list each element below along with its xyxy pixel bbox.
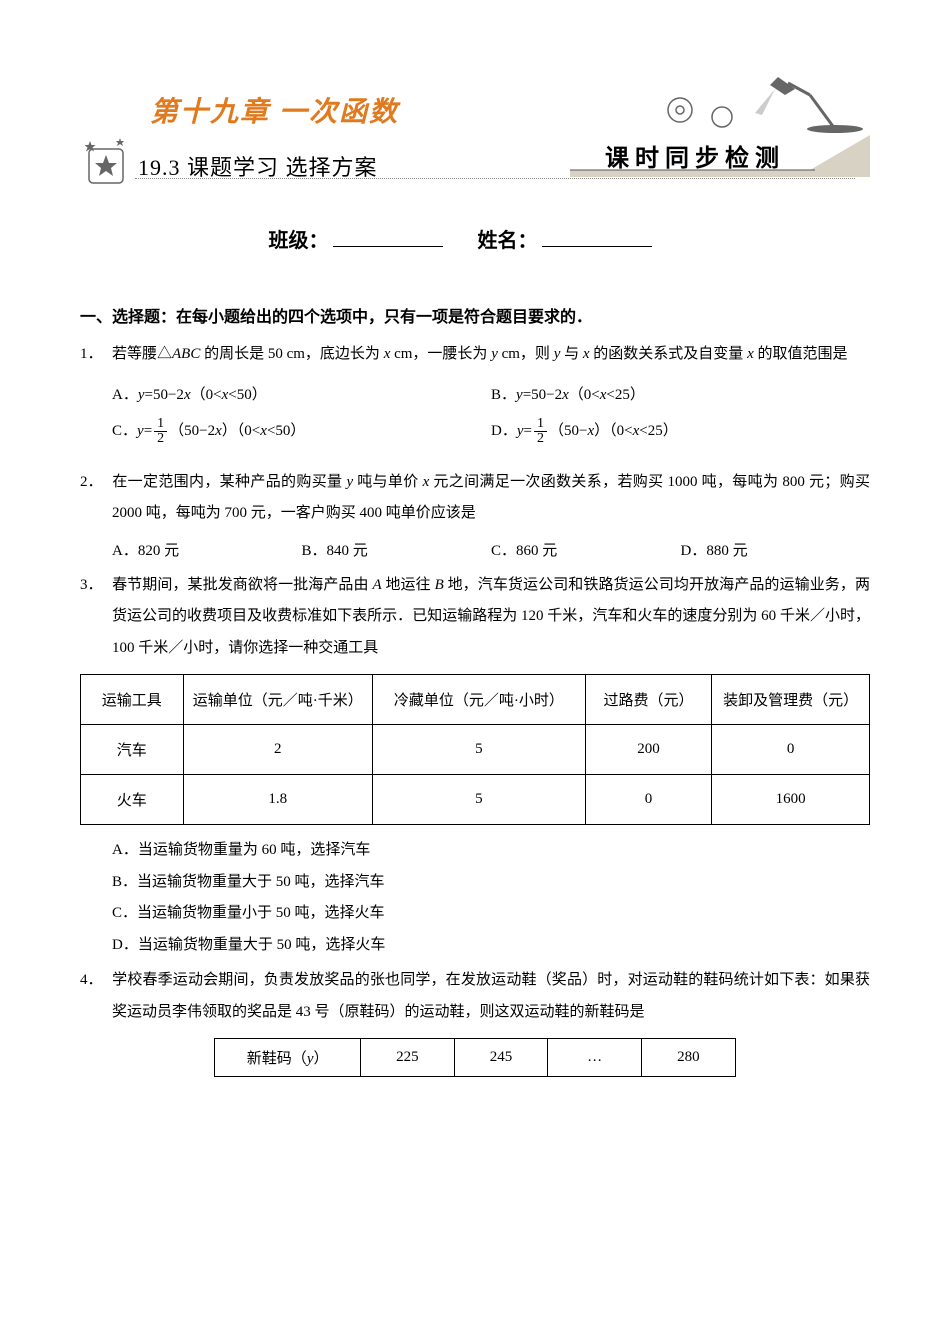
q2-optD: D．880 元 [681, 536, 871, 566]
q2-optC: C．860 元 [491, 536, 681, 566]
q2-optB: B．840 元 [302, 536, 492, 566]
q3-optC: C．当运输货物重量小于 50 吨，选择火车 [112, 898, 870, 930]
q1-optD: D．y=12（50−x）（0<x<25） [491, 413, 870, 449]
lamp-icon [660, 75, 870, 135]
q3-num: 3． [80, 570, 112, 602]
name-blank[interactable] [542, 226, 652, 247]
table-row: 火车 1.8 5 0 1600 [81, 775, 870, 825]
q1-num: 1． [80, 339, 112, 371]
header: 第十九章 一次函数 19.3 课题学习 选择方案 课时同步检测 [80, 80, 870, 210]
chapter-title: 第十九章 一次函数 [150, 90, 399, 130]
question-3: 3．春节期间，某批发商欲将一批海产品由 A 地运往 B 地，汽车货运公司和铁路货… [80, 570, 870, 665]
class-name-row: 班级： 姓名： [80, 224, 870, 253]
q3-h5: 装卸及管理费（元） [712, 675, 870, 725]
question-4: 4．学校春季运动会期间，负责发放奖品的张也同学，在发放运动鞋（奖品）时，对运动鞋… [80, 965, 870, 1028]
table-row: 运输工具 运输单位（元／吨·千米） 冷藏单位（元／吨·小时） 过路费（元） 装卸… [81, 675, 870, 725]
dotted-line [135, 178, 855, 179]
question-1: 1．若等腰△ABC 的周长是 50 cm，底边长为 x cm，一腰长为 y cm… [80, 339, 870, 371]
q2-num: 2． [80, 467, 112, 499]
q1-optA: A．y=50−2x（0<x<50） [112, 377, 491, 413]
q3-h1: 运输工具 [81, 675, 184, 725]
q3-h4: 过路费（元） [585, 675, 711, 725]
q3-h2: 运输单位（元／吨·千米） [183, 675, 372, 725]
question-2: 2．在一定范围内，某种产品的购买量 y 吨与单价 x 元之间满足一次函数关系，若… [80, 467, 870, 530]
table-row: 新鞋码（y） 225 245 … 280 [215, 1039, 735, 1077]
banner-text: 课时同步检测 [605, 138, 785, 173]
q3-table: 运输工具 运输单位（元／吨·千米） 冷藏单位（元／吨·小时） 过路费（元） 装卸… [80, 674, 870, 825]
section-1-heading: 一、选择题：在每小题给出的四个选项中，只有一项是符合题目要求的． [80, 303, 870, 327]
q4-num: 4． [80, 965, 112, 997]
q4-table: 新鞋码（y） 225 245 … 280 [214, 1038, 735, 1077]
q3-optA: A．当运输货物重量为 60 吨，选择汽车 [112, 835, 870, 867]
q1-optB: B．y=50−2x（0<x<25） [491, 377, 870, 413]
q2-optA: A．820 元 [112, 536, 302, 566]
class-blank[interactable] [333, 226, 443, 247]
page: 第十九章 一次函数 19.3 课题学习 选择方案 课时同步检测 班级： 姓名： [0, 0, 950, 1117]
q3-h3: 冷藏单位（元／吨·小时） [372, 675, 585, 725]
q1-options-row2: C．y=12（50−2x）（0<x<50） D．y=12（50−x）（0<x<2… [80, 413, 870, 449]
table-row: 汽车 2 5 200 0 [81, 725, 870, 775]
class-label: 班级： [269, 230, 329, 252]
q3-optD: D．当运输货物重量大于 50 吨，选择火车 [112, 930, 870, 962]
q2-options: A．820 元 B．840 元 C．860 元 D．880 元 [80, 536, 870, 566]
star-badge-icon [80, 135, 130, 185]
q3-optB: B．当运输货物重量大于 50 吨，选择汽车 [112, 867, 870, 899]
q3-options: A．当运输货物重量为 60 吨，选择汽车 B．当运输货物重量大于 50 吨，选择… [80, 835, 870, 961]
q1-options-row1: A．y=50−2x（0<x<50） B．y=50−2x（0<x<25） [80, 377, 870, 413]
name-label: 姓名： [478, 230, 538, 252]
q4-h: 新鞋码（y） [215, 1039, 361, 1077]
q1-optC: C．y=12（50−2x）（0<x<50） [112, 413, 491, 449]
